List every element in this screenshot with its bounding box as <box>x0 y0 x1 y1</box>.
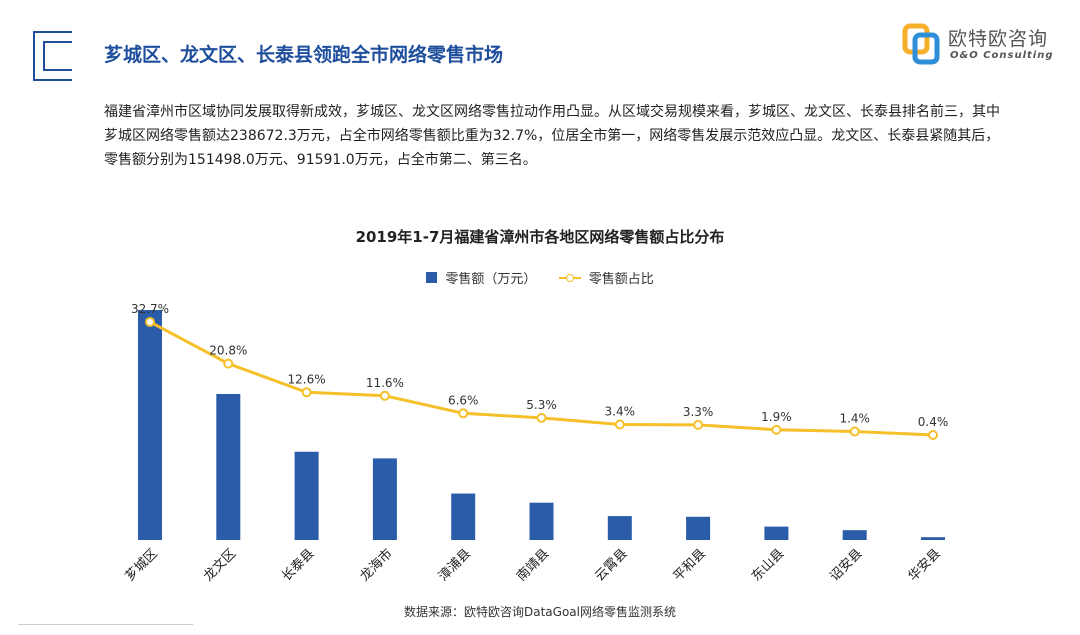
share-point <box>693 419 704 430</box>
x-tick-label: 南靖县 <box>513 546 552 585</box>
corner-bracket-icon <box>33 31 72 81</box>
share-data-label: 3.3% <box>683 405 714 419</box>
x-tick-label: 华安县 <box>906 546 944 584</box>
share-data-label: 12.6% <box>288 372 326 386</box>
share-data-label: 32.7% <box>131 302 169 316</box>
bar <box>138 310 162 540</box>
share-point <box>379 390 390 401</box>
logo: 欧特欧咨询 O&O Consulting <box>902 22 1072 66</box>
share-point <box>614 419 625 430</box>
bar <box>372 458 397 540</box>
x-tick-label: 平和县 <box>671 546 709 584</box>
share-data-label: 1.9% <box>761 410 792 424</box>
page-title: 芗城区、龙文区、长泰县领跑全市网络零售市场 <box>104 44 504 66</box>
share-point <box>849 426 860 437</box>
summary-paragraph: 福建省漳州市区域协同发展取得新成效，芗城区、龙文区网络零售拉动作用凸显。从区域交… <box>104 104 1000 168</box>
legend-bar-swatch <box>426 272 438 283</box>
share-point <box>223 358 234 369</box>
share-data-label: 3.4% <box>605 405 636 419</box>
share-data-label: 20.8% <box>209 344 247 358</box>
share-data-label: 1.4% <box>839 412 870 426</box>
logo-text-en: O&O Consulting <box>950 50 1054 61</box>
data-source: 数据来源：欧特欧咨询DataGoal网络零售监测系统 <box>404 605 676 619</box>
chart-title: 2019年1-7月福建省漳州市各地区网络零售额占比分布 <box>355 228 725 246</box>
bar <box>216 394 241 540</box>
bar <box>294 451 319 540</box>
x-tick-label: 龙海市 <box>357 546 396 585</box>
chart-legend: 零售额（万元） 零售额占比 <box>0 268 1080 287</box>
share-data-label: 11.6% <box>366 376 404 390</box>
x-tick-label: 漳浦县 <box>435 546 474 585</box>
share-point <box>771 424 782 435</box>
divider <box>18 624 193 625</box>
legend-line-label: 零售额占比 <box>588 272 654 287</box>
bar <box>921 537 945 540</box>
share-point <box>301 387 312 398</box>
x-tick-label: 芗城区 <box>123 546 161 584</box>
share-point <box>928 430 938 440</box>
share-data-label: 0.4% <box>918 415 949 429</box>
share-point <box>145 316 155 327</box>
logo-icon <box>902 23 940 65</box>
legend-bar-label: 零售额（万元） <box>445 272 537 287</box>
bar <box>842 530 867 540</box>
x-tick-label: 诏安县 <box>827 546 865 584</box>
x-tick-label: 长泰县 <box>279 546 317 584</box>
bar <box>607 516 632 540</box>
x-tick-label: 龙文区 <box>201 546 239 584</box>
share-point <box>458 408 469 419</box>
x-tick-label: 云霄县 <box>592 546 630 584</box>
x-tick-label: 东山县 <box>749 546 787 584</box>
legend-line-swatch <box>558 273 581 283</box>
bar <box>686 516 711 540</box>
share-point <box>536 412 547 423</box>
bar <box>529 502 554 540</box>
logo-text-cn: 欧特欧咨询 <box>948 28 1049 50</box>
bar <box>451 493 476 540</box>
share-data-label: 6.6% <box>448 393 479 407</box>
share-data-label: 5.3% <box>526 398 557 412</box>
bar <box>764 526 789 540</box>
